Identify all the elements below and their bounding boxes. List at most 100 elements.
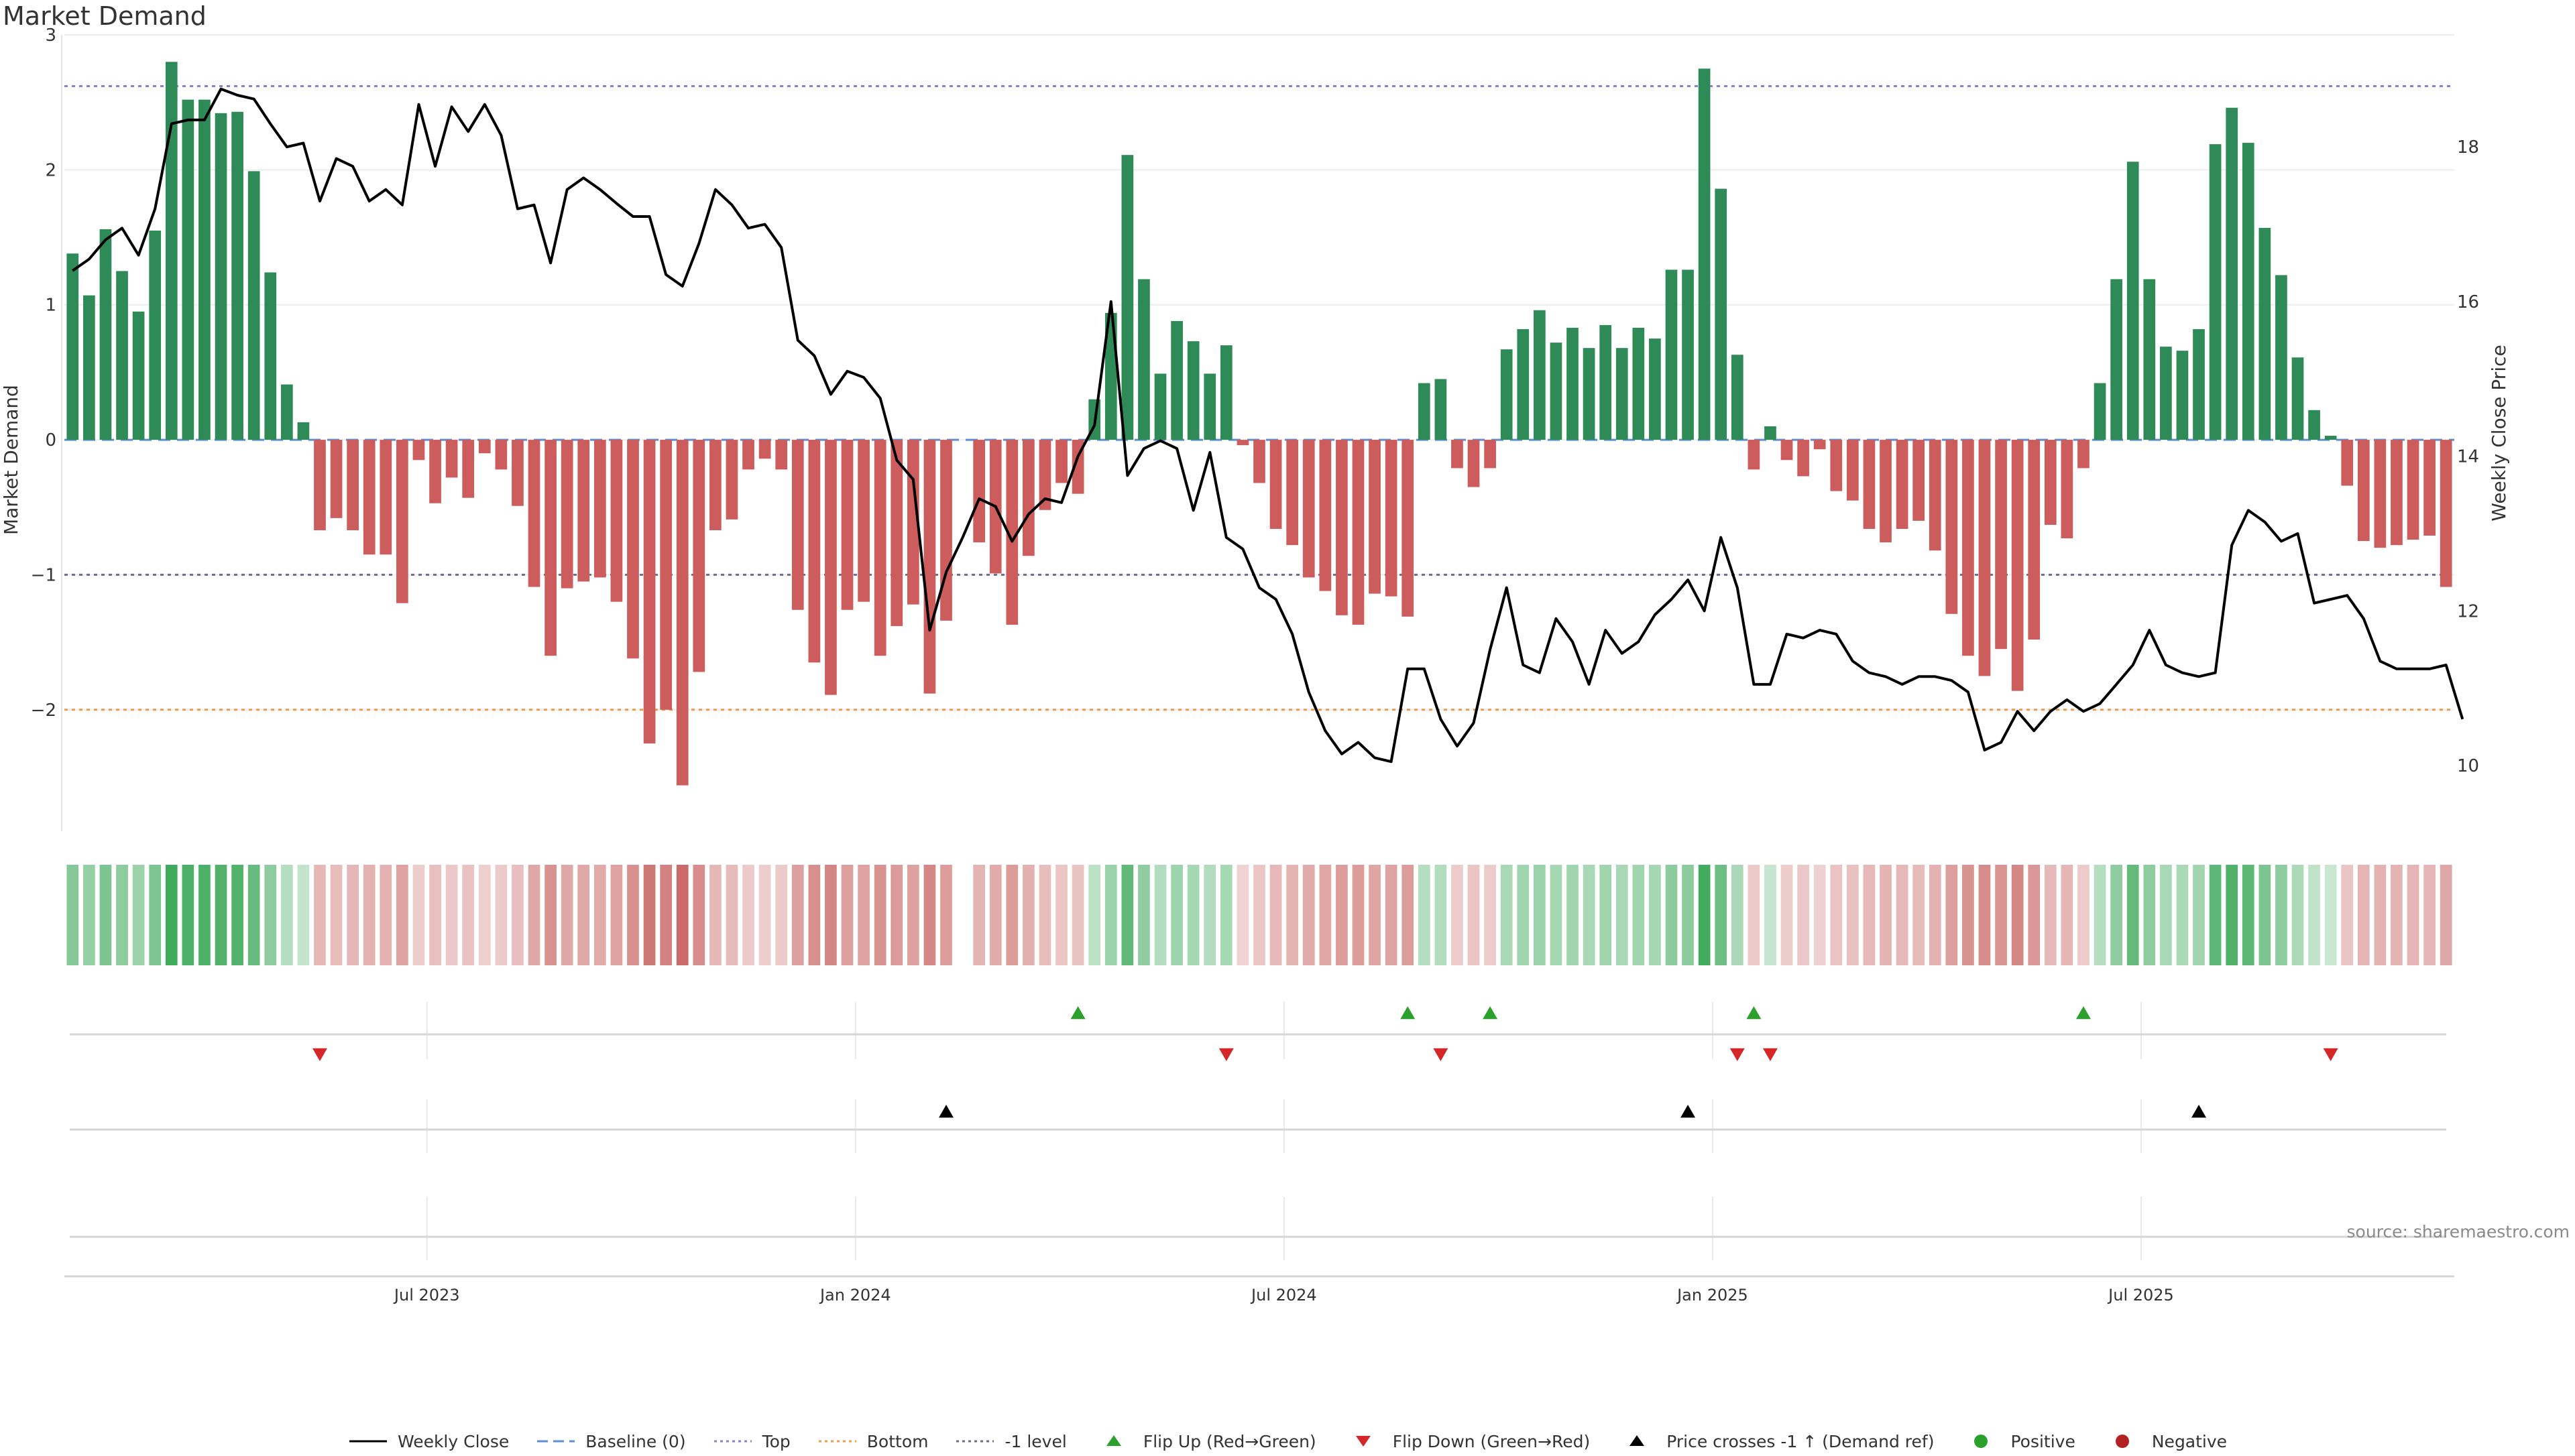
demand-bar	[1929, 440, 1941, 551]
strip-cell	[132, 865, 145, 965]
strip-cell	[1369, 865, 1381, 965]
strip-cell	[2160, 865, 2172, 965]
strip-cell	[2407, 865, 2419, 965]
strip-cell	[1517, 865, 1530, 965]
demand-bar	[330, 440, 343, 518]
demand-bar	[1945, 440, 1958, 614]
strip-cell	[231, 865, 243, 965]
demand-bar	[610, 440, 623, 602]
y-tick-label-left: −2	[31, 701, 56, 721]
demand-bar	[874, 440, 886, 656]
demand-bar	[347, 440, 359, 530]
strip-cell	[347, 865, 359, 965]
flip-up-marker	[1400, 1006, 1416, 1020]
legend-item: Bottom	[817, 1432, 928, 1451]
demand-bar	[660, 440, 672, 710]
strip-cell	[2011, 865, 2024, 965]
demand-bar	[2209, 144, 2222, 440]
legend-item: Weekly Close	[348, 1432, 509, 1451]
x-tick-label: Jul 2023	[393, 1286, 460, 1305]
demand-bar	[314, 440, 326, 530]
strip-cell	[1731, 865, 1743, 965]
demand-bar	[1978, 440, 1991, 676]
demand-bar	[1566, 327, 1579, 440]
demand-bar	[891, 440, 903, 626]
strip-cell	[1962, 865, 1974, 965]
legend-swatch	[2115, 1435, 2129, 1448]
strip-cell	[2044, 865, 2057, 965]
y-tick-label-right: 12	[2457, 601, 2479, 621]
weekly-close-path	[72, 87, 2464, 764]
strip-cell	[198, 865, 211, 965]
demand-bar	[693, 440, 705, 672]
strip-cell	[1154, 865, 1167, 965]
strip-cell	[2341, 865, 2354, 965]
source-note: source: sharemaestro.com	[2346, 1222, 2570, 1241]
strip-cell	[297, 865, 310, 965]
strip-cell	[907, 865, 919, 965]
demand-bar	[528, 440, 540, 587]
strip-cell	[528, 865, 540, 965]
y-tick-label-right: 18	[2457, 137, 2479, 158]
strip-cell	[116, 865, 128, 965]
demand-bar	[2094, 383, 2106, 440]
demand-bar	[940, 440, 952, 621]
strip-cell	[1006, 865, 1019, 965]
demand-bar	[363, 440, 376, 555]
strip-cell	[1039, 865, 1051, 965]
demand-bar	[545, 440, 557, 656]
strip-cell	[577, 865, 590, 965]
strip-cell	[1352, 865, 1365, 965]
demand-bar	[149, 230, 162, 440]
demand-bar	[1039, 440, 1051, 510]
demand-bar	[1286, 440, 1299, 546]
strip-cell	[2308, 865, 2320, 965]
flip-down-marker	[1218, 1048, 1234, 1061]
demand-bar	[1121, 155, 1134, 440]
legend-label: Flip Down (Green→Red)	[1392, 1431, 1591, 1451]
demand-bar	[808, 440, 821, 663]
demand-bar	[2357, 440, 2370, 542]
strip-cell	[1121, 865, 1134, 965]
intensity-strip	[66, 865, 2452, 965]
legend-item: Flip Down (Green→Red)	[1343, 1431, 1591, 1451]
demand-bar	[1006, 440, 1019, 625]
strip-cell	[182, 865, 194, 965]
strip-cell	[1319, 865, 1332, 965]
demand-bar	[1880, 440, 1892, 543]
strip-cell	[1434, 865, 1447, 965]
demand-bar	[1023, 440, 1035, 556]
strip-cell	[1863, 865, 1876, 965]
strip-cell	[825, 865, 837, 965]
strip-cell	[660, 865, 672, 965]
demand-bar	[1302, 440, 1315, 578]
demand-bar	[2341, 440, 2354, 486]
strip-cell	[1830, 865, 1843, 965]
strip-cell	[709, 865, 722, 965]
strip-cell	[412, 865, 425, 965]
demand-bar	[1813, 440, 1826, 450]
demand-bar	[1434, 379, 1447, 440]
demand-bar	[1583, 348, 1595, 440]
strip-cell	[593, 865, 606, 965]
strip-cell	[1336, 865, 1348, 965]
strip-cell	[1715, 865, 1727, 965]
demand-bar	[2160, 347, 2172, 440]
strip-cell	[2258, 865, 2271, 965]
demand-bar	[2110, 279, 2122, 440]
demand-bar	[825, 440, 837, 695]
strip-cell	[1583, 865, 1595, 965]
strip-cell	[462, 865, 475, 965]
demand-bar	[561, 440, 573, 589]
strip-cell	[923, 865, 936, 965]
strip-cell	[1055, 865, 1068, 965]
demand-bar	[198, 99, 211, 440]
strip-cell	[2423, 865, 2436, 965]
demand-bar	[1830, 440, 1843, 491]
strip-cell	[1385, 865, 1397, 965]
strip-cell	[726, 865, 738, 965]
flip-up-marker	[1746, 1006, 1762, 1020]
legend-item: -1 level	[955, 1432, 1067, 1451]
demand-bar	[775, 440, 788, 470]
demand-bar	[1418, 383, 1430, 440]
